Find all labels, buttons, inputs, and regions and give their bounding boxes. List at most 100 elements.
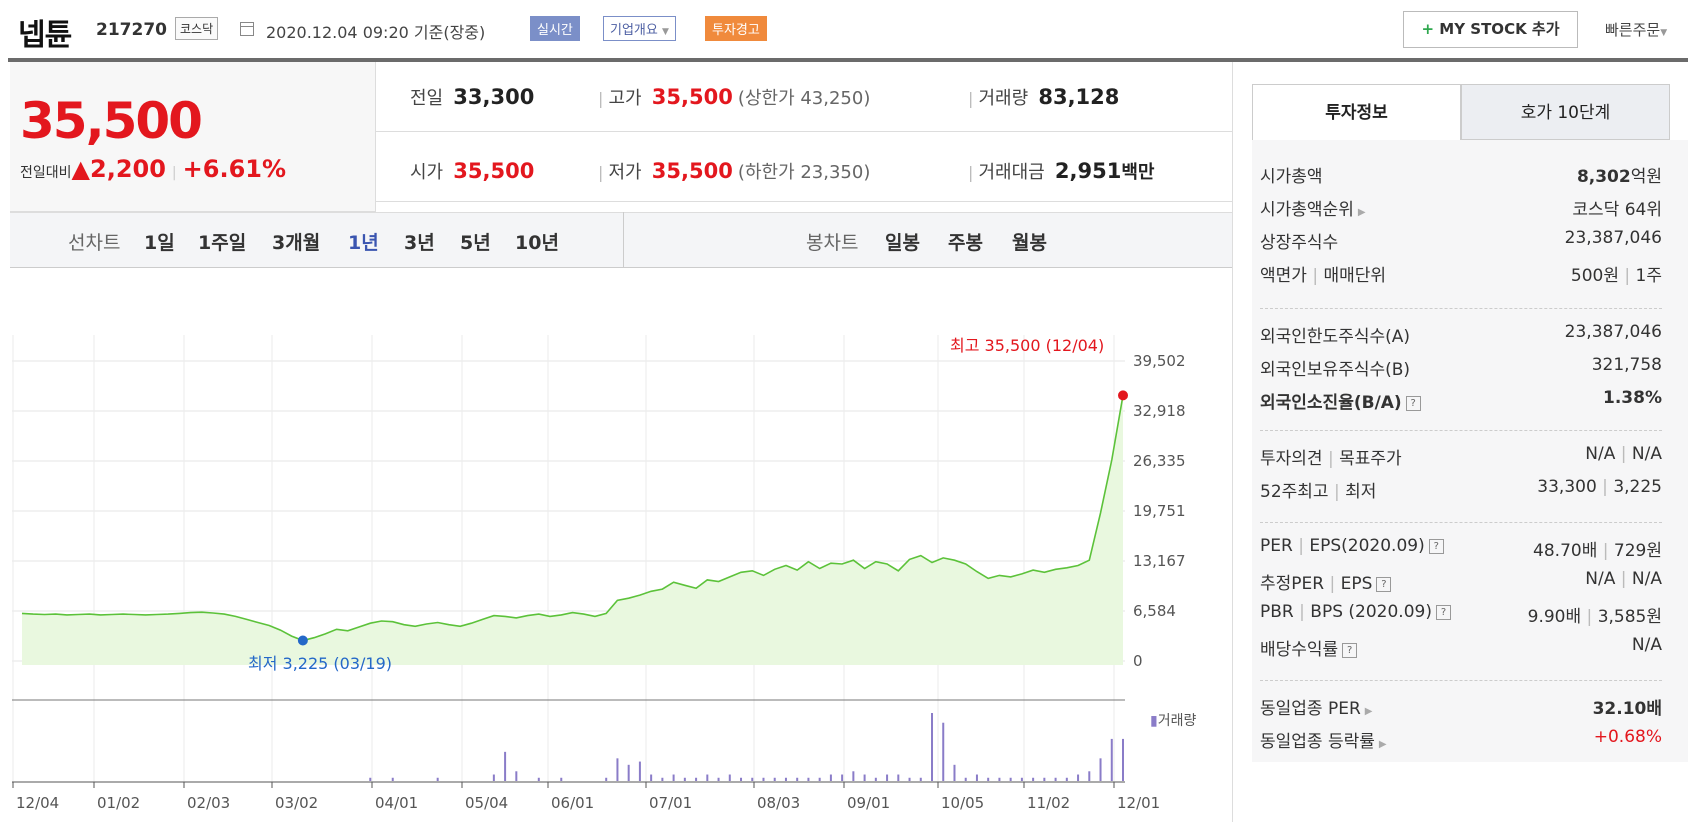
volume-bar xyxy=(841,774,844,781)
y-tick-label: 0 xyxy=(1133,652,1143,670)
volume-bar xyxy=(886,774,889,781)
x-tick-label: 03/02 xyxy=(275,794,318,812)
tab-10y[interactable]: 10년 xyxy=(515,232,559,254)
help-icon[interactable]: ? xyxy=(1405,396,1421,411)
volume-bar xyxy=(706,774,709,781)
info-key: 투자의견 | 목표주가 xyxy=(1260,449,1402,469)
help-icon[interactable]: ? xyxy=(1376,577,1392,592)
info-key: 외국인한도주식수(A) xyxy=(1260,327,1411,347)
info-value: N/A | N/A xyxy=(1585,444,1662,464)
info-row: 동일업종 등락률 ▶ +0.68% xyxy=(1260,727,1662,757)
volume-bar xyxy=(560,777,563,781)
tab-1y[interactable]: 1년 xyxy=(348,232,379,254)
tab-monthly[interactable]: 월봉 xyxy=(1012,232,1047,254)
volume-bar xyxy=(807,777,810,781)
divider xyxy=(1232,62,1233,822)
x-tick-label: 06/01 xyxy=(551,794,594,812)
info-value: 48.70배 | 729원 xyxy=(1533,541,1662,561)
help-icon[interactable]: ? xyxy=(1428,539,1444,554)
volume-bar xyxy=(998,777,1001,781)
info-value: 500원 | 1주 xyxy=(1570,266,1662,286)
volume-bar xyxy=(942,722,945,781)
info-row: 액면가 | 매매단위 500원 | 1주 xyxy=(1260,261,1662,291)
volume-bar xyxy=(1032,777,1035,781)
x-tick-label: 04/01 xyxy=(375,794,418,812)
info-key: 52주최고 | 최저 xyxy=(1260,482,1377,502)
tab-3m[interactable]: 3개월 xyxy=(272,232,321,254)
stock-code: 217270 xyxy=(96,20,167,40)
x-tick-label: 02/03 xyxy=(187,794,230,812)
low-point-marker xyxy=(297,635,308,646)
volume-bar xyxy=(987,777,990,781)
info-row: 동일업종 PER ▶ 32.10배 xyxy=(1260,694,1662,724)
info-value: 321,758 xyxy=(1591,355,1662,375)
divider xyxy=(8,58,1688,62)
x-tick-label: 12/01 xyxy=(1117,794,1160,812)
volume-bar xyxy=(504,751,507,781)
tab-daily[interactable]: 일봉 xyxy=(885,232,920,254)
info-row: 상장주식수 23,387,046 xyxy=(1260,228,1662,258)
help-icon[interactable]: ? xyxy=(1435,605,1451,620)
candle-chart-label: 봉차트 xyxy=(806,232,859,254)
help-icon[interactable]: ? xyxy=(1342,643,1358,658)
chevron-down-icon: ▼ xyxy=(1660,28,1668,38)
info-key: 배당수익률? xyxy=(1260,635,1358,660)
tab-3y[interactable]: 3년 xyxy=(404,232,435,254)
chevron-right-icon[interactable]: ▶ xyxy=(1364,706,1373,717)
x-tick-label: 01/02 xyxy=(97,794,140,812)
tab-5y[interactable]: 5년 xyxy=(460,232,491,254)
info-row: PER | EPS(2020.09)? 48.70배 | 729원 xyxy=(1260,536,1662,566)
price-change: 전일대비▲2,200 | +6.61% xyxy=(20,155,287,183)
tab-weekly[interactable]: 주봉 xyxy=(948,232,983,254)
volume-bar xyxy=(1065,777,1068,781)
info-row: 시가총액 8,302억원 xyxy=(1260,162,1662,192)
quick-order-button[interactable]: 빠른주문▼ xyxy=(1605,21,1668,39)
current-price: 35,500 xyxy=(20,92,203,150)
volume-bar xyxy=(1099,758,1102,781)
market-badge: 코스닥 xyxy=(175,17,219,40)
x-tick-label: 05/04 xyxy=(465,794,508,812)
volume-bar xyxy=(672,774,675,781)
info-value: 23,387,046 xyxy=(1564,228,1662,248)
realtime-button[interactable]: 실시간 xyxy=(530,16,580,41)
prev-close: 전일 33,300 xyxy=(410,85,535,109)
volume-bar xyxy=(1077,774,1080,781)
price-chart: 39,502 32,918 26,335 19,751 13,167 6,584 0 12/0… xyxy=(12,335,1186,812)
up-triangle-icon: ▲ xyxy=(71,155,90,183)
x-tick-label: 11/02 xyxy=(1027,794,1070,812)
high-price: | 고가 35,500 (상한가 43,250) xyxy=(598,85,871,109)
x-tick-label: 09/01 xyxy=(847,794,890,812)
tab-1d[interactable]: 1일 xyxy=(144,232,175,254)
info-key: 시가총액 xyxy=(1260,167,1323,187)
chevron-right-icon[interactable]: ▶ xyxy=(1357,207,1366,218)
trade-amount: | 거래대금 2,951백만 xyxy=(968,159,1155,183)
tab-invest-info[interactable]: 투자정보 xyxy=(1252,84,1461,140)
volume-bar xyxy=(1122,738,1124,781)
volume-bar xyxy=(829,774,832,781)
volume-bar xyxy=(1110,738,1113,781)
price-box xyxy=(10,62,376,212)
add-mystock-button[interactable]: + MY STOCK 추가 xyxy=(1403,11,1578,48)
datetime: 2020.12.04 09:20 기준(장중) xyxy=(266,23,486,42)
volume-bar xyxy=(616,758,619,781)
volume-bar xyxy=(661,777,664,781)
info-key: 동일업종 등락률 ▶ xyxy=(1260,732,1387,752)
volume-bar xyxy=(964,777,967,781)
company-info-dropdown[interactable]: 기업개요 ▼ xyxy=(603,16,676,41)
divider xyxy=(623,212,624,268)
volume-bar xyxy=(818,777,821,781)
x-tick-label: 12/04 xyxy=(16,794,59,812)
volume-bar xyxy=(436,777,439,781)
plus-icon: + xyxy=(1421,20,1435,38)
volume-bar xyxy=(931,713,934,781)
info-value: N/A xyxy=(1631,635,1662,655)
chevron-right-icon[interactable]: ▶ xyxy=(1378,739,1387,750)
open-price: 시가 35,500 xyxy=(410,159,535,183)
chart-low-label: 최저 3,225 (03/19) xyxy=(248,654,393,673)
volume-bar xyxy=(975,774,978,781)
tab-1w[interactable]: 1주일 xyxy=(198,232,247,254)
info-value: +0.68% xyxy=(1593,727,1662,747)
info-key: 액면가 | 매매단위 xyxy=(1260,266,1387,286)
y-tick-label: 32,918 xyxy=(1133,402,1186,420)
tab-orderbook[interactable]: 호가 10단계 xyxy=(1461,84,1670,140)
